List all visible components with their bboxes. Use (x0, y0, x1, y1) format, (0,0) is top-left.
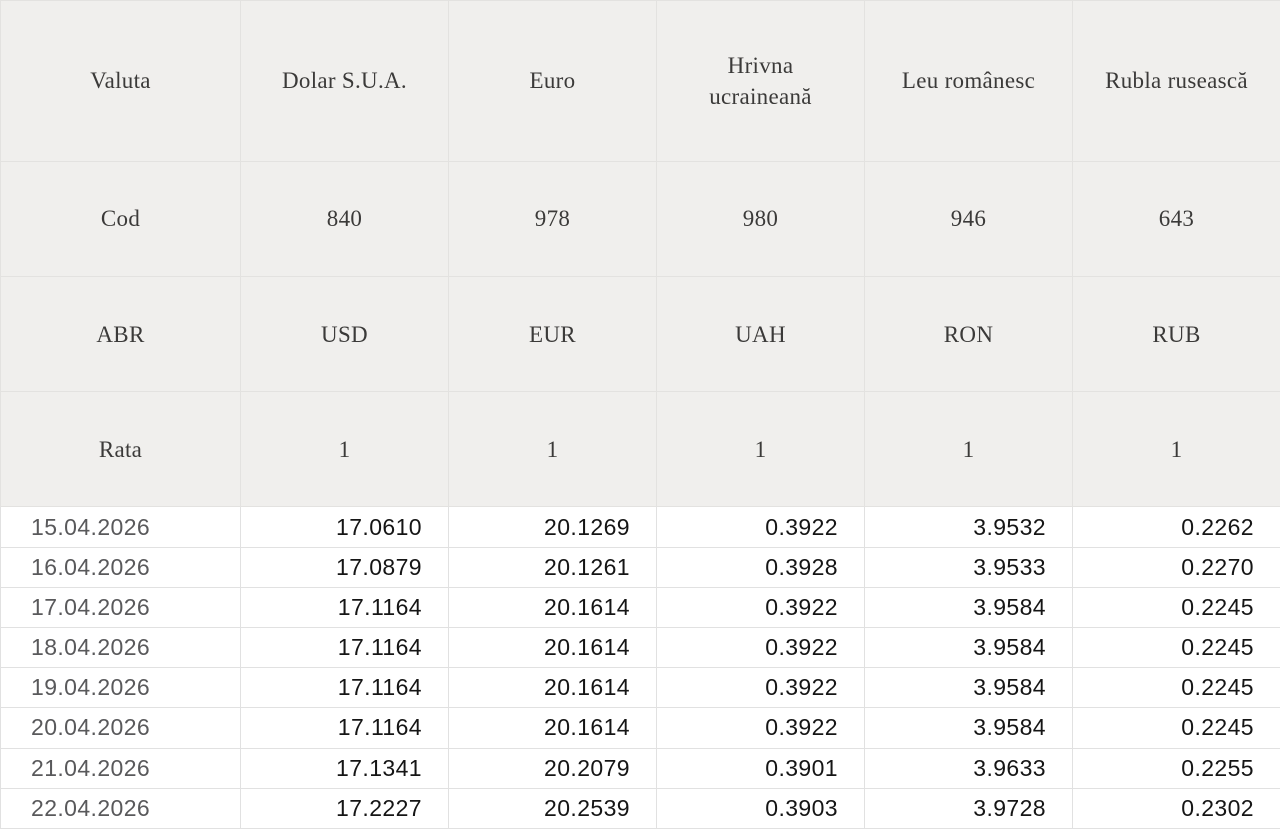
rate-cell: 3.9633 (864, 747, 1073, 789)
meta-value-cell: Hrivna ucraineană (656, 0, 865, 162)
rate-cell: 17.1341 (240, 747, 449, 789)
rate-cell: 20.2079 (448, 747, 657, 789)
rate-cell: 20.1614 (448, 707, 657, 749)
rate-cell: 20.1614 (448, 667, 657, 709)
rate-cell: 0.2245 (1072, 667, 1280, 709)
meta-value-cell: Dolar S.U.A. (240, 0, 449, 162)
rate-cell: 0.2262 (1072, 506, 1280, 548)
rate-row: 16.04.2026 17.0879 20.1261 0.3928 3.9533 0.22… (0, 546, 1280, 588)
meta-value-cell: USD (240, 275, 449, 393)
rate-cell: 3.9584 (864, 626, 1073, 669)
meta-row-rata: Rata 1 1 1 1 1 (0, 391, 1280, 508)
rate-row: 21.04.2026 17.1341 20.2079 0.3901 3.9633 0.22… (0, 747, 1280, 789)
meta-value-cell: 643 (1072, 160, 1280, 277)
rate-cell: 0.3922 (656, 667, 865, 709)
meta-value-cell: 1 (656, 391, 865, 508)
rate-cell: 0.3922 (656, 586, 865, 629)
rate-cell: 3.9584 (864, 586, 1073, 629)
meta-row-abr: ABR USD EUR UAH RON RUB (0, 275, 1280, 393)
rate-cell: 0.3901 (656, 747, 865, 789)
date-cell: 19.04.2026 (0, 667, 241, 709)
rate-cell: 17.0879 (240, 546, 449, 588)
rate-cell: 0.3922 (656, 506, 865, 548)
rate-cell: 3.9584 (864, 707, 1073, 749)
meta-value-cell: UAH (656, 275, 865, 393)
meta-row-cod: Cod 840 978 980 946 643 (0, 160, 1280, 277)
rate-cell: 17.1164 (240, 626, 449, 669)
meta-value-cell: RON (864, 275, 1073, 393)
rate-cell: 20.1614 (448, 626, 657, 669)
rate-cell: 3.9533 (864, 546, 1073, 588)
date-cell: 18.04.2026 (0, 626, 241, 669)
date-cell: 17.04.2026 (0, 586, 241, 629)
rate-cell: 0.3922 (656, 707, 865, 749)
meta-value-cell: 980 (656, 160, 865, 277)
rate-row: 18.04.2026 17.1164 20.1614 0.3922 3.9584 0.22… (0, 626, 1280, 669)
rate-cell: 3.9532 (864, 506, 1073, 548)
rate-row: 20.04.2026 17.1164 20.1614 0.3922 3.9584 0.22… (0, 707, 1280, 749)
meta-row-valuta: Valuta Dolar S.U.A. Euro Hrivna ucraineană L… (0, 0, 1280, 162)
date-cell: 22.04.2026 (0, 787, 241, 830)
meta-value-cell: EUR (448, 275, 657, 393)
date-cell: 16.04.2026 (0, 546, 241, 588)
rate-cell: 3.9728 (864, 787, 1073, 830)
row-label-cell: Rata (0, 391, 241, 508)
meta-value-cell: 1 (1072, 391, 1280, 508)
rate-cell: 0.2245 (1072, 707, 1280, 749)
meta-value-cell: 946 (864, 160, 1073, 277)
date-cell: 21.04.2026 (0, 747, 241, 789)
meta-value-cell: 1 (448, 391, 657, 508)
rate-cell: 17.1164 (240, 667, 449, 709)
row-label-cell: ABR (0, 275, 241, 393)
meta-value-cell: 1 (864, 391, 1073, 508)
date-cell: 20.04.2026 (0, 707, 241, 749)
rate-cell: 3.9584 (864, 667, 1073, 709)
row-label-cell: Cod (0, 160, 241, 277)
rate-cell: 20.1614 (448, 586, 657, 629)
meta-value-cell: 978 (448, 160, 657, 277)
rate-cell: 0.2270 (1072, 546, 1280, 588)
rate-cell: 0.2245 (1072, 586, 1280, 629)
rate-cell: 20.1269 (448, 506, 657, 548)
rate-cell: 17.0610 (240, 506, 449, 548)
rate-row: 22.04.2026 17.2227 20.2539 0.3903 3.9728 0.23… (0, 787, 1280, 830)
row-label-cell: Valuta (0, 0, 241, 162)
meta-value-cell: Rubla rusească (1072, 0, 1280, 162)
meta-value-cell: Euro (448, 0, 657, 162)
rate-row: 15.04.2026 17.0610 20.1269 0.3922 3.9532 0.22… (0, 506, 1280, 548)
rate-cell: 0.3922 (656, 626, 865, 669)
meta-value-cell: Leu românesc (864, 0, 1073, 162)
rate-cell: 0.3928 (656, 546, 865, 588)
date-cell: 15.04.2026 (0, 506, 241, 548)
rate-row: 17.04.2026 17.1164 20.1614 0.3922 3.9584 0.22… (0, 586, 1280, 629)
meta-value-cell: RUB (1072, 275, 1280, 393)
rate-cell: 0.2302 (1072, 787, 1280, 830)
meta-value-cell: 1 (240, 391, 449, 508)
rate-row: 19.04.2026 17.1164 20.1614 0.3922 3.9584 0.22… (0, 667, 1280, 709)
meta-value-cell: 840 (240, 160, 449, 277)
rate-cell: 0.3903 (656, 787, 865, 830)
rate-cell: 0.2245 (1072, 626, 1280, 669)
rate-cell: 17.1164 (240, 586, 449, 629)
rate-cell: 17.2227 (240, 787, 449, 830)
rate-cell: 20.2539 (448, 787, 657, 830)
rate-cell: 0.2255 (1072, 747, 1280, 789)
rate-cell: 20.1261 (448, 546, 657, 588)
rate-cell: 17.1164 (240, 707, 449, 749)
